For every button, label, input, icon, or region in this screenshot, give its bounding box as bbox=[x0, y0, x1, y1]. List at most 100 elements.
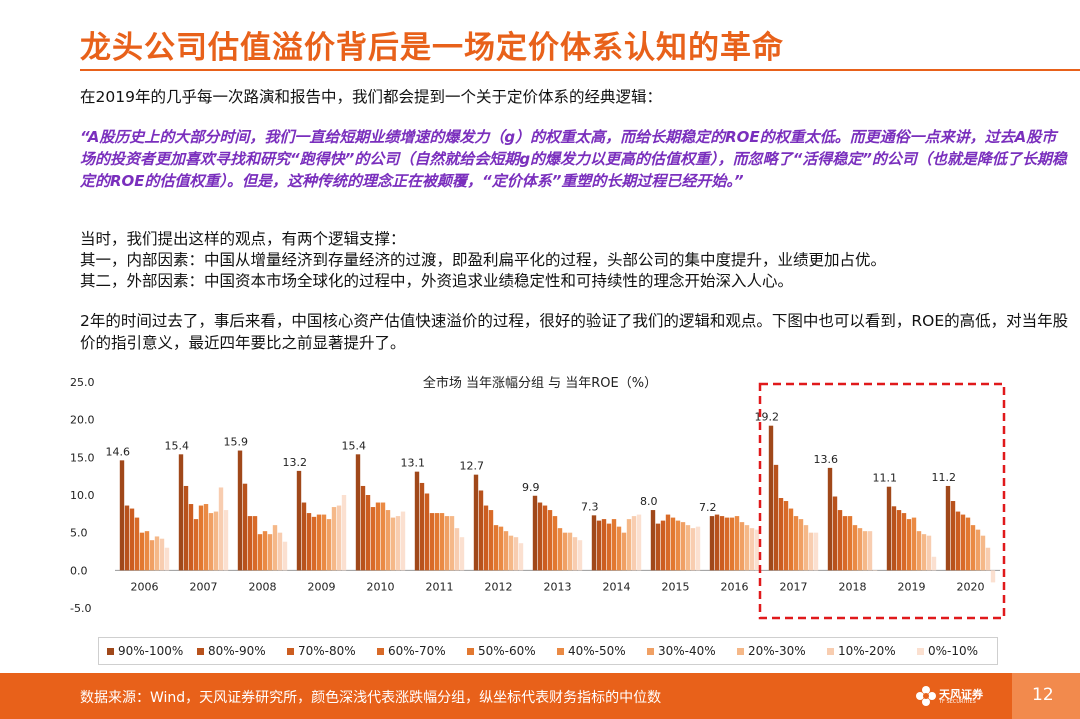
bar bbox=[670, 517, 676, 571]
bar bbox=[827, 467, 833, 571]
bar bbox=[685, 525, 691, 571]
bar bbox=[857, 528, 863, 571]
bar bbox=[483, 505, 489, 571]
legend-swatch bbox=[287, 648, 294, 655]
legend-swatch bbox=[737, 648, 744, 655]
bar bbox=[439, 513, 445, 571]
bar bbox=[208, 513, 214, 571]
legend-swatch bbox=[827, 648, 834, 655]
legend-swatch bbox=[467, 648, 474, 655]
legend-label: 90%-100% bbox=[118, 644, 184, 658]
bar bbox=[139, 532, 145, 571]
bar bbox=[690, 528, 696, 571]
bar bbox=[547, 510, 553, 571]
bar bbox=[975, 529, 981, 571]
legend-swatch bbox=[557, 648, 564, 655]
bar bbox=[444, 516, 450, 571]
bar bbox=[267, 534, 273, 571]
x-tick-label: 2009 bbox=[308, 580, 336, 593]
bar bbox=[518, 543, 524, 571]
data-source: 数据来源：Wind，天风证券研究所，颜色深浅代表涨跌幅分组，纵坐标代表财务指标的… bbox=[80, 690, 662, 706]
y-tick-label: 5.0 bbox=[70, 527, 88, 540]
bar bbox=[272, 525, 278, 571]
legend-label: 10%-20% bbox=[838, 644, 896, 658]
bar bbox=[331, 507, 337, 571]
y-tick-label: 10.0 bbox=[70, 489, 95, 502]
bar bbox=[847, 516, 853, 571]
bar bbox=[626, 519, 632, 571]
bar bbox=[616, 526, 622, 571]
bar bbox=[955, 511, 961, 571]
bar bbox=[488, 510, 494, 571]
flower-logo-icon bbox=[916, 686, 936, 706]
bar bbox=[542, 505, 548, 571]
bar bbox=[896, 510, 902, 571]
bar-value-label: 7.3 bbox=[581, 500, 599, 513]
bar bbox=[316, 514, 322, 571]
bar bbox=[926, 535, 932, 571]
bar bbox=[945, 485, 951, 571]
legend-label: 70%-80% bbox=[298, 644, 356, 658]
bar bbox=[375, 502, 381, 571]
bar bbox=[301, 502, 307, 571]
y-tick-label: 25.0 bbox=[70, 376, 95, 389]
bar bbox=[562, 532, 568, 571]
bar bbox=[370, 507, 376, 571]
footer-bar: 数据来源：Wind，天风证券研究所，颜色深浅代表涨跌幅分组，纵坐标代表财务指标的… bbox=[0, 673, 1080, 719]
legend-item: 40%-50% bbox=[557, 644, 626, 658]
bar-value-label: 15.4 bbox=[342, 439, 367, 452]
bar bbox=[980, 535, 986, 571]
bar bbox=[498, 526, 504, 571]
bar-value-label: 9.9 bbox=[522, 481, 540, 494]
bar-value-label: 12.7 bbox=[460, 460, 485, 473]
bar bbox=[931, 556, 937, 571]
bar bbox=[803, 525, 809, 571]
bar bbox=[808, 532, 814, 571]
bar bbox=[159, 538, 165, 571]
bar bbox=[798, 519, 804, 571]
bar bbox=[744, 525, 750, 571]
bar bbox=[832, 496, 838, 571]
bar bbox=[459, 537, 465, 571]
bar bbox=[134, 517, 140, 571]
bar bbox=[188, 504, 194, 571]
x-tick-label: 2010 bbox=[367, 580, 395, 593]
x-tick-label: 2013 bbox=[544, 580, 572, 593]
bar bbox=[321, 514, 327, 571]
bar bbox=[911, 517, 917, 571]
bar bbox=[434, 513, 440, 571]
bar bbox=[709, 516, 715, 571]
bar bbox=[124, 505, 130, 571]
bar bbox=[724, 517, 730, 571]
legend-item: 50%-60% bbox=[467, 644, 536, 658]
bar bbox=[429, 513, 435, 571]
footer-decoration bbox=[1012, 673, 1080, 719]
bar bbox=[793, 516, 799, 571]
conclusion-paragraph: 2年的时间过去了，事后来看，中国核心资产估值快速溢价的过程，很好的验证了我们的逻… bbox=[80, 312, 1069, 352]
bar bbox=[636, 514, 642, 571]
bar bbox=[360, 485, 366, 571]
legend-swatch bbox=[107, 648, 114, 655]
bar bbox=[965, 517, 971, 571]
bar bbox=[695, 526, 701, 571]
bar bbox=[754, 529, 760, 571]
bar bbox=[223, 510, 229, 571]
bar bbox=[921, 534, 927, 571]
bar bbox=[473, 474, 479, 571]
bar bbox=[513, 537, 519, 571]
roe-bar-chart: 全市场 当年涨幅分组 与 当年ROE（%） -5.0 0.0 5.0 10.0 15.0… bbox=[70, 375, 1006, 620]
bar-value-label: 11.1 bbox=[873, 472, 898, 485]
chart-legend: 90%-100% 80%-90% 70%-80% 60%-70% 50%-60% 40%-… bbox=[98, 637, 998, 665]
bar bbox=[567, 532, 573, 571]
bar bbox=[449, 516, 455, 571]
bar bbox=[852, 525, 858, 571]
page-title: 龙头公司估值溢价背后是一场定价体系认知的革命 bbox=[80, 30, 784, 66]
bar bbox=[341, 495, 347, 571]
x-tick-label: 2008 bbox=[249, 580, 277, 593]
legend-label: 20%-30% bbox=[748, 644, 806, 658]
bar bbox=[144, 531, 150, 571]
bar bbox=[532, 495, 538, 571]
bar bbox=[218, 487, 224, 571]
bar bbox=[311, 516, 317, 571]
logo-text: 天风证券 bbox=[939, 688, 983, 701]
